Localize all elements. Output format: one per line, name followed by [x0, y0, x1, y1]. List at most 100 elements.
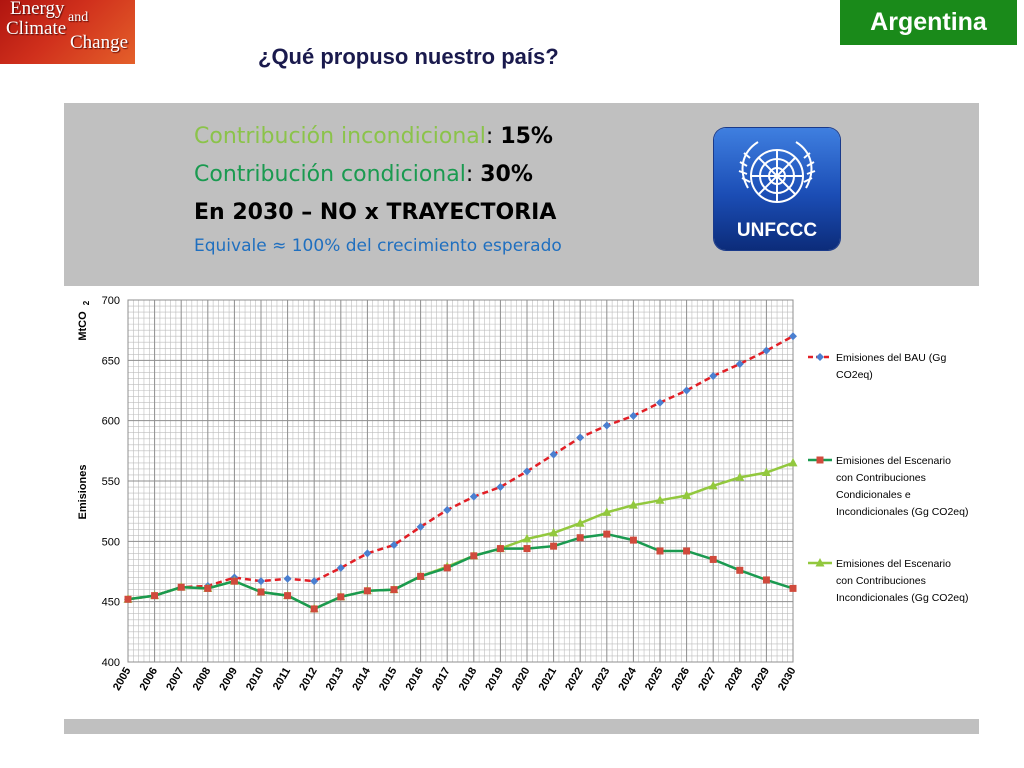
data-point [629, 536, 637, 544]
y-axis-label: Emisiones [77, 464, 89, 519]
data-point [336, 563, 345, 572]
legend-label: Condicionales e [836, 489, 911, 501]
data-point [337, 593, 345, 601]
data-point [363, 587, 371, 595]
data-point [363, 549, 372, 558]
data-point [284, 592, 292, 600]
data-point [523, 545, 531, 553]
data-point [762, 576, 770, 584]
data-point [576, 433, 585, 442]
un-emblem-icon [738, 141, 816, 203]
data-point [390, 540, 398, 549]
data-point [735, 472, 745, 481]
equivalence-line: Equivale ≈ 100% del crecimiento esperado [194, 236, 562, 256]
x-tick-label: 2012 [297, 666, 320, 693]
data-point [735, 359, 744, 368]
separator: : [465, 162, 481, 187]
unfccc-label: UNFCCC [736, 220, 818, 241]
data-point [522, 533, 532, 543]
conditional-label: Contribución condicional [194, 162, 466, 187]
unconditional-label: Contribución incondicional [194, 124, 486, 149]
data-point [469, 492, 478, 501]
unconditional-contribution-line: Contribución incondicional: 15% [194, 124, 553, 149]
data-point [550, 542, 558, 550]
data-point [789, 584, 797, 592]
legend-label: Emisiones del Escenario [836, 455, 951, 467]
x-tick-label: 2030 [776, 666, 799, 693]
bottom-strip [64, 719, 979, 734]
page-title: ¿Qué propuso nuestro país? [258, 44, 559, 69]
data-point [470, 552, 478, 560]
x-tick-label: 2006 [138, 666, 161, 693]
logo-text-line: Climate [6, 18, 67, 39]
data-point [549, 527, 559, 537]
data-point [151, 592, 159, 600]
legend-marker [815, 558, 825, 567]
data-point [310, 577, 319, 586]
data-point [177, 583, 185, 591]
data-point [603, 530, 611, 538]
data-point [283, 574, 292, 583]
y-tick-label: 500 [102, 536, 120, 548]
conditional-value: 30% [480, 162, 533, 187]
country-badge: Argentina [840, 0, 1017, 45]
y-tick-label: 700 [102, 295, 120, 307]
y-tick-label: 650 [102, 355, 120, 367]
data-point [709, 372, 718, 381]
x-tick-label: 2017 [430, 666, 453, 693]
data-point [257, 588, 265, 596]
data-point [390, 586, 398, 594]
data-point [549, 450, 558, 459]
unconditional-value: 15% [500, 124, 553, 149]
y-tick-label: 450 [102, 597, 120, 609]
y-axis-unit: MtCO [77, 311, 89, 341]
data-point [602, 507, 612, 516]
data-point [204, 584, 212, 592]
data-point [496, 483, 505, 492]
data-point [230, 577, 238, 585]
data-point [417, 572, 425, 580]
x-tick-label: 2029 [749, 666, 772, 693]
series-line [127, 335, 794, 601]
x-tick-label: 2019 [483, 666, 506, 693]
legend-label: Emisiones del BAU (Gg [836, 352, 946, 364]
data-point [683, 547, 691, 555]
data-point [310, 605, 318, 613]
data-point [761, 467, 771, 477]
data-point [682, 490, 692, 499]
data-point [788, 457, 798, 467]
x-tick-label: 2027 [696, 666, 719, 693]
data-point [656, 547, 664, 555]
trajectory-line: En 2030 – NO x TRAYECTORIA [194, 200, 557, 225]
x-tick-label: 2022 [563, 666, 586, 693]
legend-label: Emisiones del Escenario [836, 558, 951, 570]
x-tick-label: 2016 [404, 666, 427, 693]
logo-text-line: Change [70, 32, 129, 53]
x-tick-label: 2020 [510, 666, 533, 693]
legend-marker [816, 353, 824, 361]
unfccc-logo: UNFCCC [714, 128, 840, 250]
legend-label: Incondicionales (Gg CO2eq) [836, 506, 969, 518]
y-tick-label: 550 [102, 476, 120, 488]
data-point [602, 421, 611, 430]
y-tick-label: 400 [102, 657, 120, 669]
data-point [628, 500, 638, 509]
y-tick-label: 600 [102, 416, 120, 428]
data-point [709, 555, 717, 563]
x-tick-label: 2024 [616, 665, 639, 693]
legend-label: con Contribuciones [836, 575, 926, 587]
data-point [496, 545, 504, 553]
x-tick-label: 2005 [111, 666, 134, 693]
data-point [576, 534, 584, 542]
energy-climate-change-logo: Energy and Climate Change [0, 0, 135, 64]
data-point [443, 564, 451, 572]
x-tick-label: 2023 [590, 666, 613, 693]
x-tick-label: 2014 [350, 665, 373, 693]
x-tick-label: 2018 [457, 666, 480, 693]
data-point [257, 577, 265, 586]
data-point [762, 346, 771, 355]
data-point [682, 386, 691, 395]
chart-container: 400 450 500 550 600 650 700 2005 2006 2007 2008 200… [64, 286, 979, 719]
separator: : [485, 124, 501, 149]
x-tick-label: 2026 [670, 666, 693, 693]
